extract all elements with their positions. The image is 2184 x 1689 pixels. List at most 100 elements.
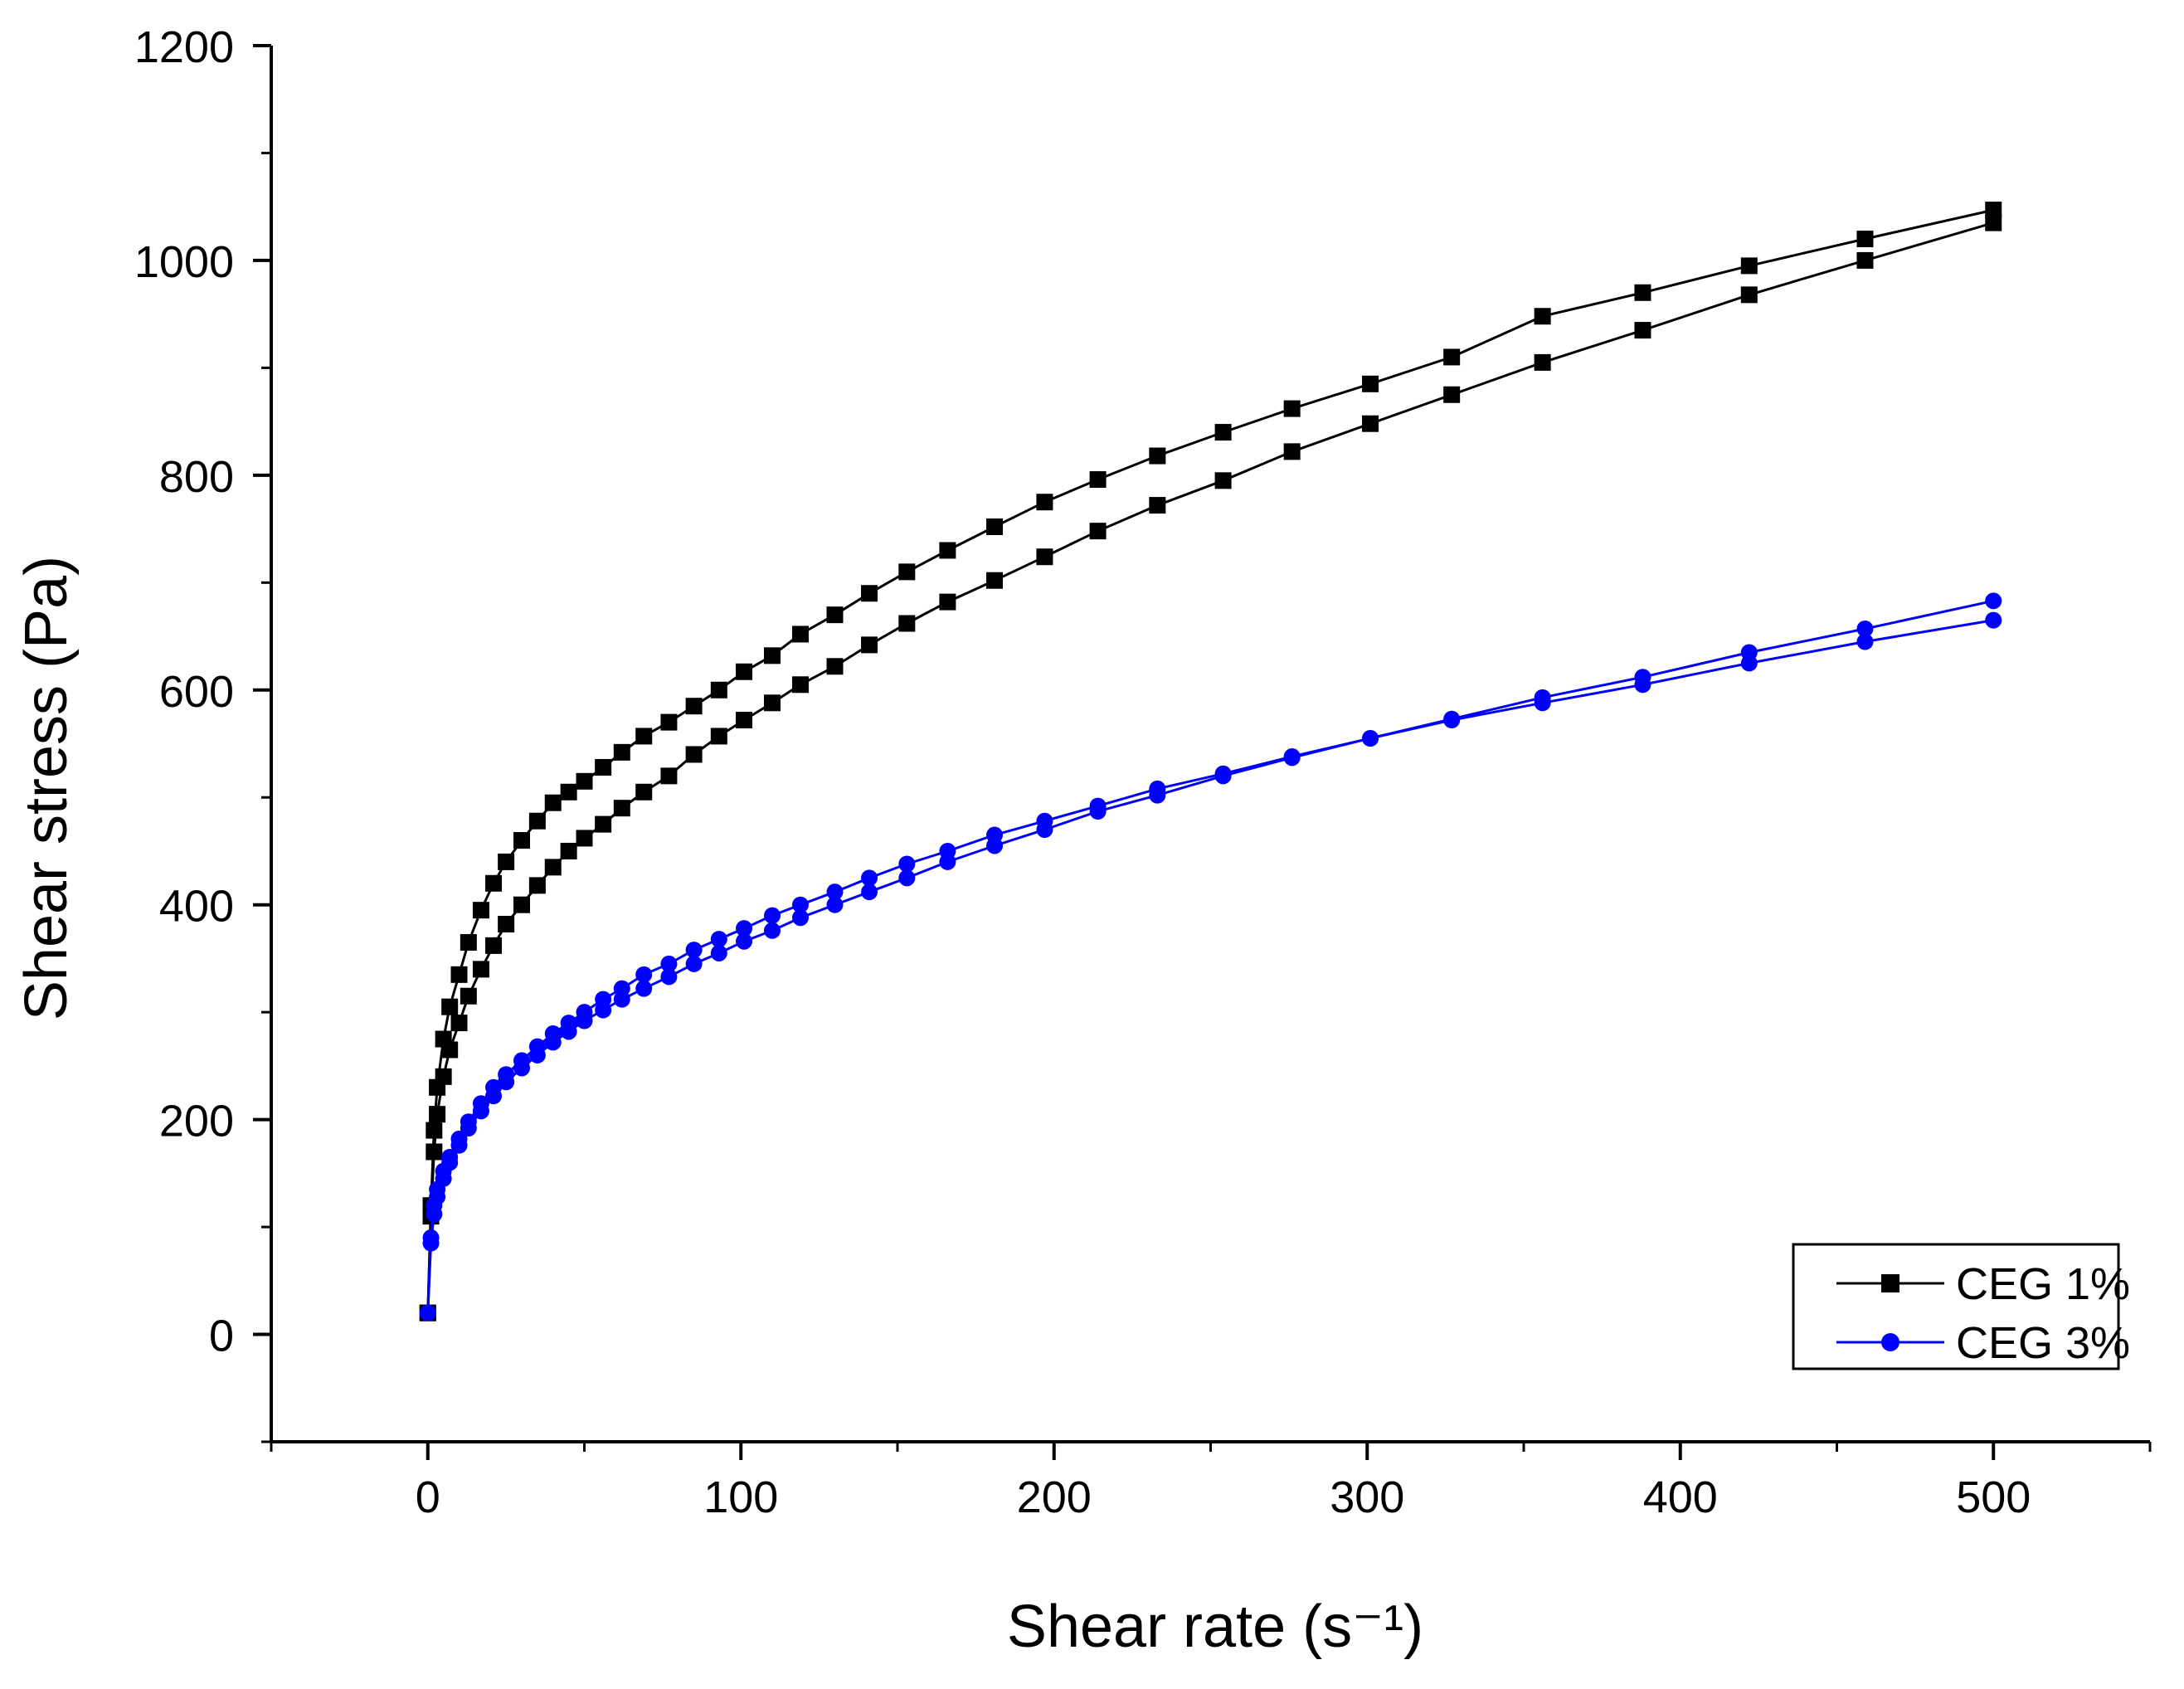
legend-label-ceg3: CEG 3% xyxy=(1956,1318,2130,1368)
data-point xyxy=(429,1188,446,1205)
data-point xyxy=(635,980,653,997)
data-point xyxy=(435,1068,452,1085)
y-tick-label: 1000 xyxy=(134,237,234,287)
data-point xyxy=(422,1234,440,1252)
data-point xyxy=(613,800,630,817)
data-point xyxy=(861,636,878,654)
data-point xyxy=(861,585,878,602)
legend: CEG 1% CEG 3% xyxy=(1792,1243,2130,1370)
data-point xyxy=(710,931,727,948)
data-point xyxy=(1634,284,1651,301)
data-point xyxy=(472,902,489,919)
data-point xyxy=(1443,348,1461,366)
data-point xyxy=(544,859,562,876)
data-point xyxy=(685,746,703,763)
data-point xyxy=(986,518,1004,535)
data-point xyxy=(736,663,753,680)
data-point xyxy=(1740,286,1758,304)
x-axis-label: Shear rate (s⁻¹) xyxy=(1007,1594,1423,1660)
data-point xyxy=(441,1154,459,1171)
data-point xyxy=(441,998,459,1015)
data-point xyxy=(498,853,515,870)
data-point xyxy=(736,712,753,729)
data-point xyxy=(710,944,727,961)
data-point xyxy=(826,883,844,901)
data-point xyxy=(544,1034,562,1051)
axes: 0 200 400 600 800 1000 1200 0 100 200 300 400 500 xyxy=(134,22,2152,1522)
data-point xyxy=(826,896,844,913)
data-point xyxy=(685,942,703,959)
data-point xyxy=(736,932,753,950)
data-point xyxy=(595,815,612,833)
data-point xyxy=(1856,633,1874,650)
data-point xyxy=(791,896,809,913)
data-point xyxy=(460,987,477,1005)
data-point xyxy=(1214,472,1232,489)
data-point xyxy=(450,1015,468,1032)
series-2 xyxy=(419,592,2002,1322)
data-point xyxy=(710,728,727,745)
data-point xyxy=(635,966,653,983)
data-point xyxy=(513,1059,530,1077)
data-point xyxy=(898,615,916,632)
y-tick-label: 400 xyxy=(159,882,234,932)
data-point xyxy=(685,955,703,972)
data-point xyxy=(419,1304,436,1322)
data-point xyxy=(1634,322,1651,339)
legend-label-ceg1: CEG 1% xyxy=(1956,1259,2130,1309)
data-point xyxy=(429,1106,446,1123)
data-point xyxy=(513,832,530,849)
data-point xyxy=(498,915,515,932)
data-point xyxy=(613,743,630,761)
data-point xyxy=(485,1088,503,1105)
data-point xyxy=(1856,231,1874,248)
data-point xyxy=(791,909,809,927)
y-tick-label: 200 xyxy=(159,1097,234,1146)
x-tick-label: 400 xyxy=(1643,1472,1718,1522)
data-point xyxy=(1283,400,1301,417)
data-point xyxy=(861,883,878,901)
data-point xyxy=(1089,523,1107,540)
data-point xyxy=(460,934,477,952)
data-point xyxy=(460,1119,477,1137)
data-point xyxy=(426,1205,443,1223)
data-point xyxy=(791,676,809,694)
data-point xyxy=(939,853,956,870)
data-point xyxy=(1214,424,1232,441)
data-point xyxy=(1362,375,1379,392)
data-point xyxy=(435,1170,452,1187)
data-point xyxy=(450,966,468,983)
data-point xyxy=(939,593,956,611)
data-point xyxy=(736,920,753,937)
data-point xyxy=(576,772,593,790)
x-tick-label: 200 xyxy=(1017,1472,1092,1522)
x-tick-label: 100 xyxy=(703,1472,778,1522)
data-point xyxy=(898,869,916,887)
data-point xyxy=(1089,471,1107,489)
data-point xyxy=(685,698,703,715)
data-point xyxy=(426,1122,443,1139)
data-point xyxy=(1362,730,1379,747)
data-point xyxy=(764,907,781,924)
data-point xyxy=(513,896,530,913)
data-point xyxy=(1149,786,1166,804)
data-point xyxy=(660,767,678,785)
y-tick-label: 0 xyxy=(209,1312,234,1361)
data-point xyxy=(441,1041,459,1059)
x-tick-label: 500 xyxy=(1956,1472,2031,1522)
data-point xyxy=(791,625,809,643)
legend-marker-square xyxy=(1881,1274,1899,1292)
data-point xyxy=(1740,257,1758,275)
data-point xyxy=(660,968,678,986)
data-point xyxy=(939,542,956,559)
data-point xyxy=(560,783,577,801)
y-tick-label: 800 xyxy=(159,452,234,502)
data-point xyxy=(1985,611,2002,629)
legend-box xyxy=(1792,1243,2120,1370)
data-point xyxy=(485,874,503,892)
data-point xyxy=(1362,415,1379,432)
data-point xyxy=(635,728,653,745)
data-point xyxy=(576,830,593,847)
data-point xyxy=(861,869,878,887)
y-tick-label: 600 xyxy=(159,667,234,717)
